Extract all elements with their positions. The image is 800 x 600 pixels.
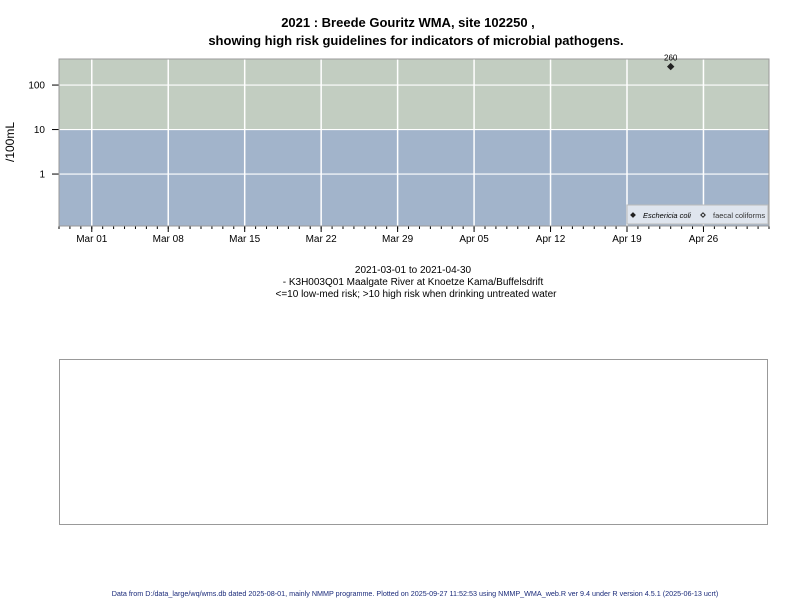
y-tick-label: 10 [34,125,46,136]
subtitle-line-3: <=10 low-med risk; >10 high risk when dr… [276,289,558,300]
legend-marker [630,212,636,218]
data-point [666,62,675,71]
plot-border [58,58,770,227]
x-tick-label: Apr 19 [612,234,642,245]
legend-label-0: Eschericia coli [643,211,691,220]
x-tick-label: Mar 22 [306,234,338,245]
x-tick-label: Mar 08 [153,234,185,245]
x-tick-label: Mar 15 [229,234,261,245]
x-tick-label: Mar 01 [76,234,108,245]
legend-marker [700,212,706,218]
plot-area: 1 10 100 Mar 01 Mar 08 Mar 15 Mar 22 Mar 29 Apr … [28,54,770,245]
y-tick-label: 100 [28,81,45,92]
subtitle-line-1: 2021-03-01 to 2021-04-30 [355,265,472,276]
y-tick-label: 1 [39,170,45,181]
y-axis-label: /100mL [3,122,17,162]
x-tick-label: Mar 29 [382,234,414,245]
chart-title-line1: 2021 : Breede Gouritz WMA, site 102250 , [281,15,535,30]
x-tick-label: Apr 05 [459,234,489,245]
chart-title-line2: showing high risk guidelines for indicat… [208,33,623,48]
footer-note: Data from D:/data_large/wq/wms.db dated … [112,589,719,598]
risk-band-0 [59,59,769,130]
legend-box [626,204,769,225]
legend-label-1: faecal coliforms [713,211,765,220]
x-tick-label: Apr 12 [536,234,566,245]
empty-second-panel [59,359,768,525]
x-tick-label: Apr 26 [689,234,719,245]
data-label: 260 [664,54,678,63]
subtitle-line-2: - K3H003Q01 Maalgate River at Knoetze Ka… [283,277,544,288]
